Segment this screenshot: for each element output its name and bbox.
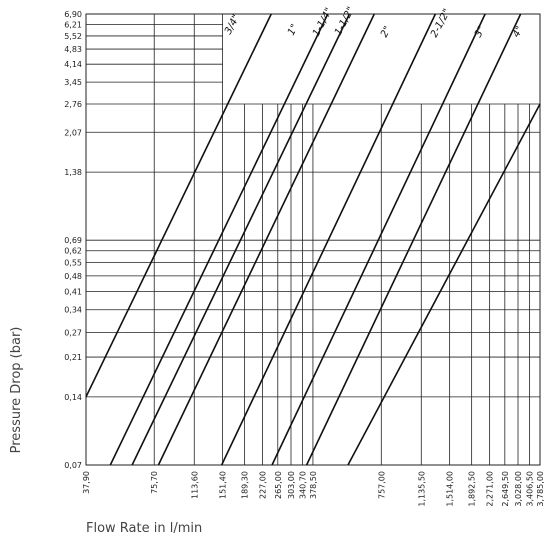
y-tick-label: 0,14 bbox=[64, 393, 82, 402]
x-tick-label: 3,406,50 bbox=[526, 471, 535, 507]
x-tick-label: 75,70 bbox=[150, 471, 159, 494]
y-tick-label: 3,45 bbox=[64, 78, 82, 87]
y-tick-label: 0,55 bbox=[64, 258, 82, 267]
y-tick-label: 0,69 bbox=[64, 236, 82, 245]
y-tick-label: 6,21 bbox=[64, 20, 82, 29]
y-tick-label: 0,41 bbox=[64, 287, 82, 296]
x-tick-label: 3,785,00 bbox=[536, 471, 545, 507]
x-tick-label: 757,00 bbox=[377, 471, 386, 499]
x-tick-label: 265,00 bbox=[274, 471, 283, 499]
x-tick-label: 151,40 bbox=[219, 471, 228, 499]
y-tick-label: 5,52 bbox=[64, 32, 82, 41]
x-tick-label: 2,271,00 bbox=[486, 471, 495, 507]
y-tick-label: 0,07 bbox=[64, 461, 82, 470]
series-line bbox=[109, 13, 329, 466]
series-label: 2-1/2" bbox=[429, 7, 453, 39]
series-label: 1" bbox=[286, 23, 301, 38]
series-line bbox=[85, 13, 272, 398]
series-line bbox=[347, 103, 541, 466]
y-tick-label: 0,21 bbox=[64, 353, 82, 362]
series-label: 4" bbox=[511, 25, 526, 40]
x-tick-label: 303,00 bbox=[287, 471, 296, 499]
y-axis-label: Pressure Drop (bar) bbox=[9, 327, 24, 454]
x-tick-label: 1,135,50 bbox=[417, 471, 426, 507]
x-tick-label: 340,70 bbox=[299, 471, 308, 499]
grid-lines bbox=[85, 13, 541, 466]
y-tick-label: 2,76 bbox=[64, 100, 82, 109]
y-tick-label: 2,07 bbox=[64, 128, 82, 137]
x-tick-label: 378,50 bbox=[309, 471, 318, 499]
series-label: 1-1/2" bbox=[333, 5, 357, 37]
series-label: 3/4" bbox=[223, 13, 242, 36]
y-tick-labels: 6,906,21 5,52 4,83 4,14 3,45 2,76 2,07 1,38 0,69… bbox=[64, 10, 82, 470]
series-line bbox=[157, 13, 375, 466]
x-tick-label: 189,30 bbox=[241, 471, 250, 499]
series-line bbox=[220, 13, 437, 466]
x-tick-label: 113,60 bbox=[190, 471, 199, 499]
series-label: 1-1/4" bbox=[311, 6, 335, 38]
series-line bbox=[271, 13, 486, 466]
y-tick-label: 0,48 bbox=[64, 272, 82, 281]
series-label: 2" bbox=[379, 25, 394, 40]
series-label: 3" bbox=[473, 25, 488, 40]
y-tick-label: 1,38 bbox=[64, 168, 82, 177]
x-tick-label: 3,028,00 bbox=[514, 471, 523, 507]
y-tick-label: 6,90 bbox=[64, 10, 82, 19]
x-tick-label: 227,00 bbox=[259, 471, 268, 499]
series-line bbox=[305, 13, 522, 466]
x-tick-label: 2,649,50 bbox=[501, 471, 510, 507]
x-axis-label: Flow Rate in l/min bbox=[86, 521, 202, 536]
y-tick-label: 4,83 bbox=[64, 45, 82, 54]
y-tick-label: 0,62 bbox=[64, 247, 82, 256]
x-tick-label: 1,892,50 bbox=[468, 471, 477, 507]
y-tick-label: 0,27 bbox=[64, 328, 82, 337]
series-line bbox=[131, 13, 351, 466]
x-tick-label: 37,90 bbox=[82, 471, 91, 494]
x-tick-label: 1,514,00 bbox=[446, 471, 455, 507]
y-tick-label: 0,34 bbox=[64, 306, 82, 315]
x-tick-labels: 37,90 75,70 113,60 151,40 189,30 227,00 265,00… bbox=[82, 471, 545, 507]
y-tick-label: 4,14 bbox=[64, 60, 82, 69]
